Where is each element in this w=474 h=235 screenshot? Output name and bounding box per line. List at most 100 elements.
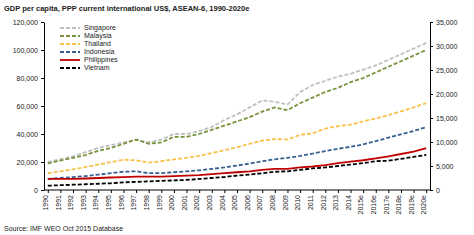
axis-line xyxy=(44,23,45,191)
tick-mark xyxy=(136,190,137,193)
tick-label: 1997 xyxy=(130,195,137,211)
legend-label: Thailand xyxy=(84,40,111,47)
x-axis: 1990199119921993199419951996199719981999… xyxy=(42,190,430,214)
tick: 2013 xyxy=(332,190,339,211)
tick-label: 25,000 xyxy=(436,67,458,74)
tick-label: 1993 xyxy=(80,195,87,211)
tick: 1997 xyxy=(130,190,137,211)
tick: 2014 xyxy=(345,190,352,211)
tick: 2000 xyxy=(168,190,175,211)
tick-label: 2016e xyxy=(370,195,377,215)
tick: 1998 xyxy=(143,190,150,211)
y-axis: 020,00040,00060,00080,000100,000120,000 xyxy=(13,19,45,194)
tick-mark xyxy=(430,46,433,47)
tick-mark xyxy=(73,190,74,193)
tick-label: 20,000 xyxy=(436,91,458,98)
tick: 0 xyxy=(34,187,44,194)
legend-swatch xyxy=(60,67,80,69)
tick-label: 100,000 xyxy=(13,47,38,54)
tick: 2002 xyxy=(193,190,200,211)
tick-mark xyxy=(41,78,44,79)
legend-swatch xyxy=(60,27,80,29)
tick-label: 2012 xyxy=(320,195,327,211)
tick-mark xyxy=(149,190,150,193)
tick: 2008 xyxy=(269,190,276,211)
tick-label: 20,000 xyxy=(17,159,39,166)
tick-mark xyxy=(300,190,301,193)
tick: 2012 xyxy=(320,190,327,211)
legend-item: Indonesia xyxy=(60,48,114,55)
tick-label: 2015e xyxy=(357,195,364,215)
legend-label: Vietnam xyxy=(84,64,110,71)
tick-label: 2005 xyxy=(231,195,238,211)
tick-mark xyxy=(174,190,175,193)
tick: 25,000 xyxy=(430,67,458,74)
y2-axis: 05,00010,00015,00020,00025,00030,00035,0… xyxy=(430,19,458,194)
tick: 2009 xyxy=(282,190,289,211)
tick-label: 0 xyxy=(436,187,440,194)
tick-label: 1994 xyxy=(92,195,99,211)
legend-item: Singapore xyxy=(60,24,116,32)
tick-label: 60,000 xyxy=(17,103,39,110)
tick-mark xyxy=(224,190,225,193)
tick-mark xyxy=(388,190,389,193)
tick-mark xyxy=(363,190,364,193)
tick: 2004 xyxy=(219,190,226,211)
tick-mark xyxy=(48,190,49,193)
legend-item: Philippines xyxy=(60,56,118,64)
legend-label: Philippines xyxy=(84,56,118,64)
tick-label: 5,000 xyxy=(436,163,454,170)
tick: 10,000 xyxy=(430,139,458,146)
tick: 1991 xyxy=(55,190,62,211)
tick-mark xyxy=(430,190,433,191)
tick-label: 1991 xyxy=(55,195,62,211)
tick-label: 2019e xyxy=(408,195,415,215)
tick-mark xyxy=(111,190,112,193)
tick: 2015e xyxy=(357,190,364,214)
tick-label: 2001 xyxy=(181,195,188,211)
tick: 2007 xyxy=(256,190,263,211)
series-line xyxy=(48,155,426,186)
tick: 1993 xyxy=(80,190,87,211)
lines xyxy=(48,43,426,186)
legend: SingaporeMalaysiaThailandIndonesiaPhilip… xyxy=(60,24,118,71)
tick-label: 120,000 xyxy=(13,19,38,26)
tick: 2003 xyxy=(206,190,213,211)
tick: 1995 xyxy=(105,190,112,211)
tick: 60,000 xyxy=(17,103,44,110)
tick-label: 2014 xyxy=(345,195,352,211)
legend-swatch xyxy=(60,59,80,61)
tick-label: 2007 xyxy=(256,195,263,211)
tick-mark xyxy=(60,190,61,193)
tick-mark xyxy=(351,190,352,193)
tick: 2006 xyxy=(244,190,251,211)
tick-mark xyxy=(262,190,263,193)
tick: 2010 xyxy=(294,190,301,211)
tick-mark xyxy=(237,190,238,193)
tick-label: 2013 xyxy=(332,195,339,211)
tick-mark xyxy=(287,190,288,193)
tick-mark xyxy=(41,106,44,107)
tick-label: 30,000 xyxy=(436,43,458,50)
tick-label: 2003 xyxy=(206,195,213,211)
tick-label: 1992 xyxy=(67,195,74,211)
tick: 15,000 xyxy=(430,115,458,122)
legend-swatch xyxy=(60,35,80,37)
tick-label: 2009 xyxy=(282,195,289,211)
tick-label: 1998 xyxy=(143,195,150,211)
tick: 2020e xyxy=(420,190,427,214)
tick: 5,000 xyxy=(430,163,454,170)
tick: 2001 xyxy=(181,190,188,211)
tick-mark xyxy=(41,134,44,135)
tick: 30,000 xyxy=(430,43,458,50)
tick-mark xyxy=(187,190,188,193)
tick-label: 15,000 xyxy=(436,115,458,122)
tick: 2005 xyxy=(231,190,238,211)
tick: 1992 xyxy=(67,190,74,211)
tick: 1994 xyxy=(92,190,99,211)
tick-mark xyxy=(161,190,162,193)
tick: 2016e xyxy=(370,190,377,214)
series-line xyxy=(48,127,426,179)
tick-mark xyxy=(430,94,433,95)
tick-mark xyxy=(430,118,433,119)
